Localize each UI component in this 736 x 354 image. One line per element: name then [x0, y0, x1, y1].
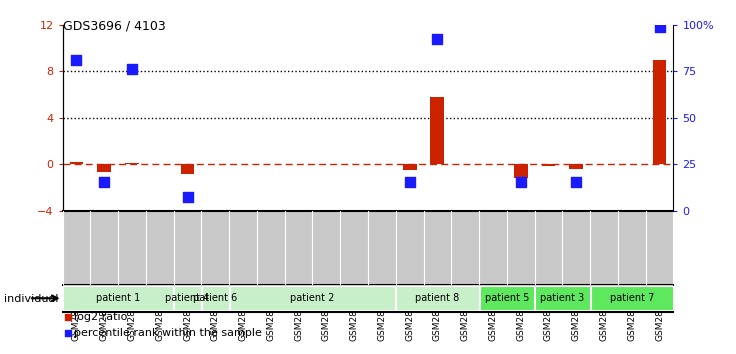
Bar: [542, 164, 556, 166]
Point: [62, 314, 74, 320]
Text: patient 8: patient 8: [415, 293, 459, 303]
Point: [431, 36, 443, 41]
Bar: [403, 164, 417, 170]
Bar: [63, 286, 173, 310]
Text: patient 1: patient 1: [96, 293, 141, 303]
Bar: [570, 164, 583, 169]
Bar: [230, 286, 395, 310]
Bar: [431, 97, 445, 164]
Text: patient 4: patient 4: [166, 293, 210, 303]
Point: [404, 179, 416, 184]
Text: individual: individual: [4, 294, 58, 304]
Point: [570, 179, 582, 184]
Bar: [69, 162, 83, 164]
Bar: [396, 286, 478, 310]
Bar: [125, 163, 139, 164]
Bar: [480, 286, 534, 310]
Point: [99, 179, 110, 184]
Text: patient 3: patient 3: [540, 293, 584, 303]
Bar: [202, 286, 229, 310]
Bar: [97, 164, 111, 172]
Bar: [514, 164, 528, 178]
Bar: [180, 164, 194, 174]
Point: [182, 194, 194, 200]
Text: log2 ratio: log2 ratio: [74, 312, 127, 322]
Bar: [535, 286, 590, 310]
Point: [654, 24, 665, 30]
Point: [62, 330, 74, 336]
Text: patient 6: patient 6: [193, 293, 238, 303]
Bar: [174, 286, 201, 310]
Bar: [591, 286, 673, 310]
Text: patient 2: patient 2: [290, 293, 335, 303]
Text: percentile rank within the sample: percentile rank within the sample: [74, 328, 261, 338]
Bar: [653, 59, 667, 164]
Point: [515, 179, 527, 184]
Text: GDS3696 / 4103: GDS3696 / 4103: [63, 19, 166, 33]
Text: patient 5: patient 5: [484, 293, 529, 303]
Point: [126, 66, 138, 72]
Text: patient 7: patient 7: [609, 293, 654, 303]
Point: [71, 57, 82, 62]
